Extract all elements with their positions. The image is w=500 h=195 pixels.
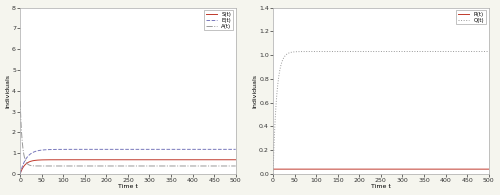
E(t) — [194, 148, 200, 151]
E(t) — [158, 148, 164, 151]
A(t) — [17, 100, 23, 102]
Q(t) — [431, 50, 437, 53]
Q(t) — [352, 50, 358, 53]
R(t) — [431, 168, 437, 170]
Y-axis label: Individuals: Individuals — [252, 74, 258, 108]
S(t) — [232, 159, 238, 161]
A(t) — [178, 165, 184, 167]
E(t) — [56, 148, 62, 151]
Q(t) — [404, 50, 410, 53]
A(t) — [102, 165, 108, 167]
Q(t) — [400, 50, 406, 53]
E(t) — [17, 173, 23, 175]
R(t) — [448, 168, 454, 170]
Line: Q(t): Q(t) — [273, 51, 488, 174]
Q(t) — [486, 50, 492, 53]
Line: S(t): S(t) — [20, 160, 236, 174]
S(t) — [17, 173, 23, 175]
S(t) — [196, 159, 202, 161]
S(t) — [146, 159, 152, 161]
S(t) — [194, 159, 200, 161]
R(t) — [400, 168, 406, 170]
E(t) — [146, 148, 152, 151]
A(t) — [194, 165, 200, 167]
E(t) — [231, 148, 237, 151]
R(t) — [410, 168, 416, 170]
E(t) — [100, 148, 105, 151]
S(t) — [100, 159, 105, 161]
A(t) — [232, 165, 238, 167]
A(t) — [56, 165, 62, 167]
Legend: S(t), E(t), A(t): S(t), E(t), A(t) — [204, 10, 233, 30]
Y-axis label: Individuals: Individuals — [6, 74, 10, 108]
X-axis label: Time t: Time t — [371, 184, 391, 190]
E(t) — [178, 148, 184, 151]
Line: A(t): A(t) — [20, 101, 236, 166]
Q(t) — [410, 50, 416, 53]
R(t) — [309, 168, 315, 170]
Line: E(t): E(t) — [20, 149, 236, 174]
E(t) — [232, 148, 238, 151]
A(t) — [158, 165, 164, 167]
S(t) — [56, 159, 62, 161]
A(t) — [100, 165, 105, 167]
Q(t) — [309, 50, 315, 53]
S(t) — [158, 159, 164, 161]
Q(t) — [448, 50, 454, 53]
A(t) — [146, 165, 152, 167]
Q(t) — [270, 173, 276, 175]
R(t) — [352, 168, 358, 170]
X-axis label: Time t: Time t — [118, 184, 138, 190]
R(t) — [270, 168, 276, 170]
R(t) — [486, 168, 492, 170]
Legend: R(t), Q(t): R(t), Q(t) — [456, 10, 486, 25]
S(t) — [178, 159, 184, 161]
